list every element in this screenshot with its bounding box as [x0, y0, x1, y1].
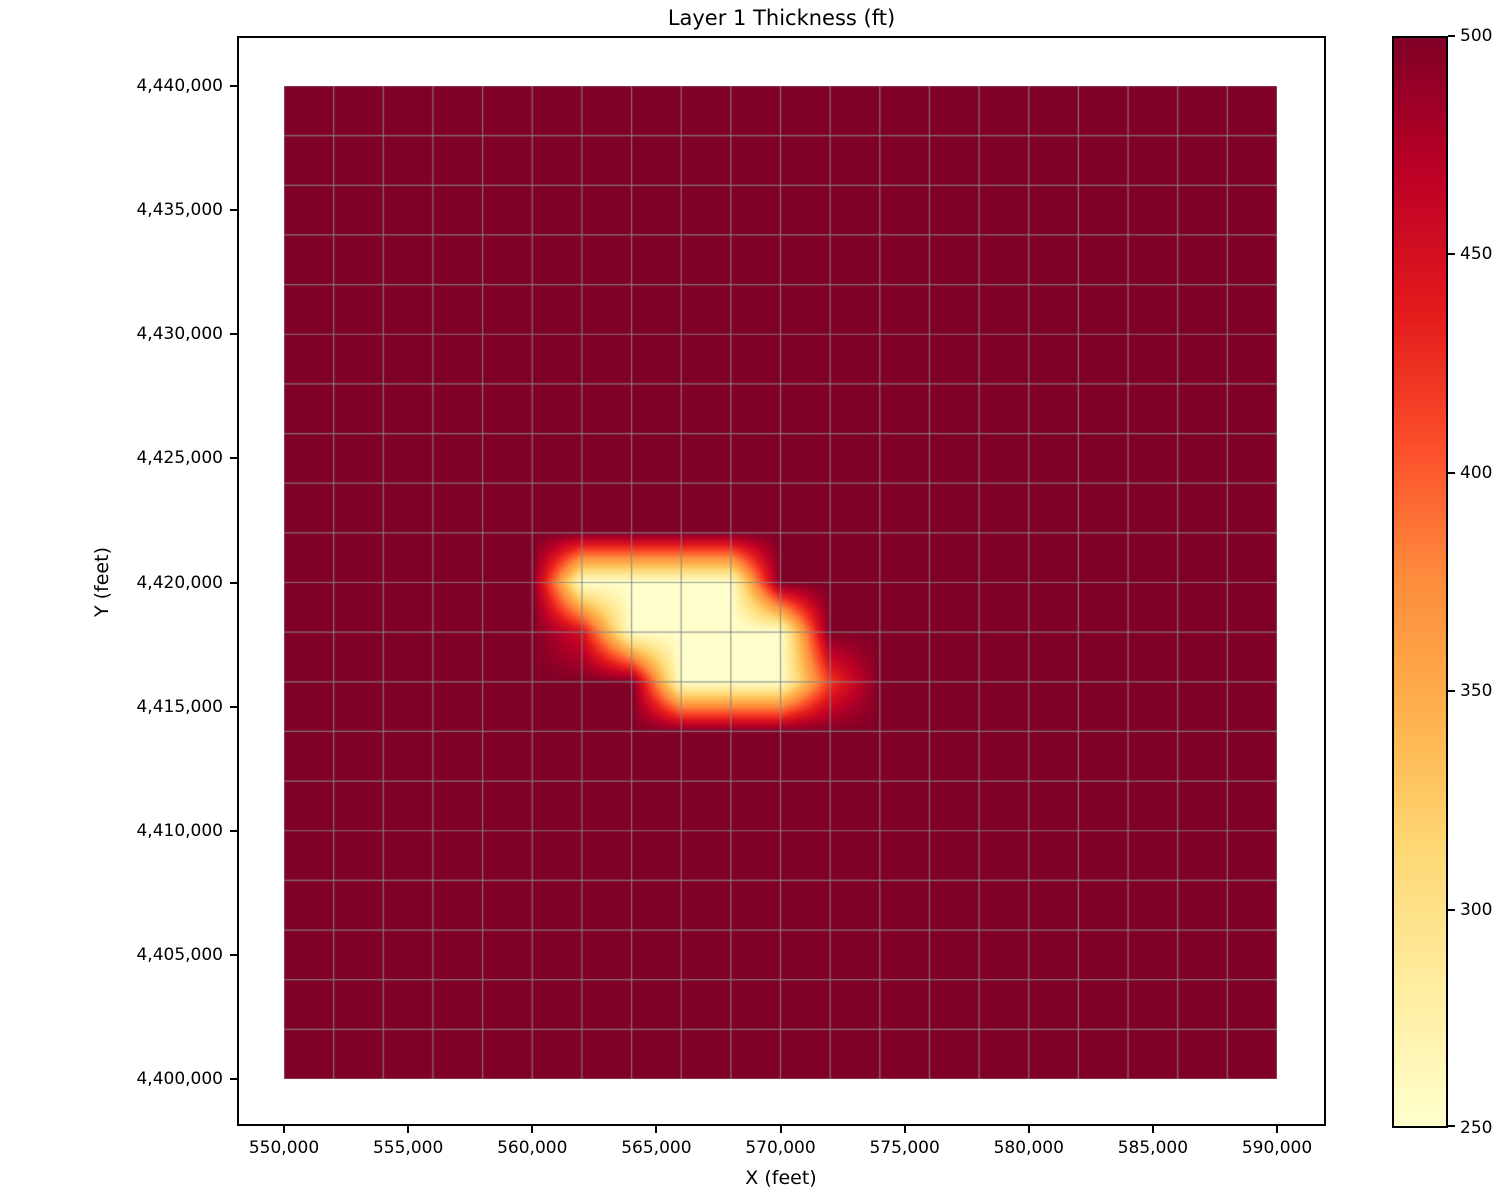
y-tick-label: 4,430,000	[136, 324, 223, 345]
y-tick-label: 4,440,000	[136, 76, 223, 96]
y-tick-mark	[230, 333, 237, 336]
y-tick-label: 4,420,000	[136, 572, 223, 593]
x-tick-label: 555,000	[372, 1138, 444, 1158]
y-axis-label: Y (feet)	[91, 547, 113, 617]
colorbar-tick-label: 400	[1460, 462, 1493, 483]
y-tick-mark	[230, 581, 237, 584]
colorbar-tick-label: 450	[1460, 244, 1493, 265]
x-axis-label: X (feet)	[745, 1167, 817, 1189]
colorbar-tick-label: 350	[1460, 681, 1493, 702]
y-tick-mark	[230, 85, 237, 87]
y-tick-label: 4,405,000	[136, 944, 223, 965]
chart-title: Layer 1 Thickness (ft)	[667, 6, 896, 30]
y-tick-mark	[230, 953, 237, 956]
x-tick-mark	[903, 1126, 906, 1133]
y-tick-mark	[230, 829, 237, 832]
x-tick-label: 580,000	[993, 1138, 1064, 1158]
colorbar-tick-mark	[1448, 471, 1455, 474]
x-tick-label: 565,000	[621, 1138, 692, 1158]
colorbar-tick-mark	[1448, 253, 1455, 256]
x-tick-mark	[1151, 1126, 1154, 1133]
y-tick-mark	[230, 457, 237, 460]
x-tick-mark	[531, 1126, 534, 1133]
y-tick-label: 4,415,000	[136, 696, 223, 717]
colorbar-tick-label: 300	[1460, 899, 1493, 920]
x-tick-label: 585,000	[1117, 1138, 1189, 1158]
x-tick-label: 550,000	[248, 1138, 320, 1158]
x-tick-mark	[407, 1126, 410, 1133]
colorbar-tick-mark	[1448, 35, 1455, 37]
y-tick-label: 4,400,000	[136, 1069, 223, 1089]
heatmap-canvas	[284, 86, 1277, 1079]
x-tick-label: 575,000	[869, 1138, 940, 1158]
colorbar-tick-mark	[1448, 1125, 1455, 1127]
colorbar-tick-mark	[1448, 908, 1455, 911]
x-tick-label: 590,000	[1241, 1138, 1313, 1158]
y-tick-mark	[230, 209, 237, 212]
colorbar-tick-mark	[1448, 690, 1455, 693]
colorbar-gradient	[1394, 38, 1446, 1126]
y-tick-label: 4,435,000	[136, 200, 223, 221]
colorbar-tick-label: 500	[1460, 26, 1493, 46]
y-tick-mark	[230, 705, 237, 708]
y-tick-label: 4,410,000	[136, 820, 223, 841]
colorbar	[1392, 36, 1448, 1128]
x-tick-mark	[1027, 1126, 1030, 1133]
x-tick-mark	[655, 1126, 658, 1133]
x-tick-label: 560,000	[497, 1138, 568, 1158]
colorbar-tick-label: 250	[1460, 1118, 1493, 1138]
x-tick-label: 570,000	[745, 1138, 816, 1158]
x-tick-mark	[1276, 1126, 1278, 1133]
y-tick-mark	[230, 1078, 237, 1080]
x-tick-mark	[283, 1126, 285, 1133]
x-tick-mark	[779, 1126, 782, 1133]
y-tick-label: 4,425,000	[136, 448, 223, 469]
